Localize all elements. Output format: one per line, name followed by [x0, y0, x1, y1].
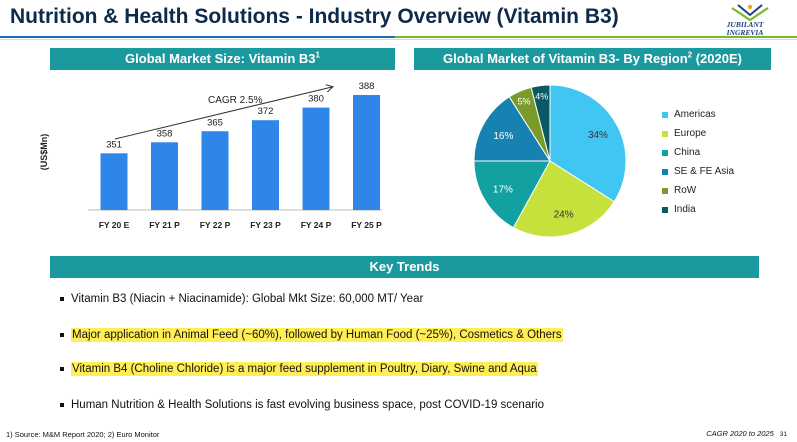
bar [151, 142, 178, 210]
legend-item: Europe [662, 124, 734, 143]
market-size-header-sup: 1 [315, 50, 320, 60]
trend-text: Vitamin B3 (Niacin + Niacinamide): Globa… [71, 293, 424, 305]
x-tick-label: FY 24 P [301, 220, 332, 230]
bullet-icon [60, 333, 64, 337]
pie-labels: 34% 24% 17% 16% 5% 4% [493, 92, 608, 221]
bar [252, 120, 279, 210]
legend-label: China [674, 147, 701, 158]
legend-swatch [662, 168, 668, 175]
pie-slice-label: 16% [493, 131, 513, 142]
footer-right: CAGR 2020 to 2025 31 [706, 429, 787, 438]
legend-swatch [662, 206, 668, 213]
legend-swatch [662, 149, 668, 156]
cagr-annotation: CAGR 2.5% [208, 95, 263, 106]
logo-line-2: INGREVIA [726, 27, 764, 37]
header-stripe-blue [0, 36, 395, 38]
bar-value-label: 372 [258, 106, 274, 117]
header-stripe-grey [0, 39, 797, 40]
bullet-icon [60, 367, 64, 371]
pie-slice [473, 160, 551, 229]
bullet-icon [60, 403, 64, 407]
pie-slice-label: 17% [493, 184, 513, 195]
bar [353, 95, 380, 210]
cagr-note: CAGR 2020 to 2025 [706, 429, 774, 438]
region-header-text: Global Market of Vitamin B3- By Region [443, 51, 688, 66]
logo-line-1: JUBILANT [726, 20, 764, 29]
legend-label: Americas [674, 109, 716, 120]
company-logo-icon [731, 4, 769, 22]
pie-slices [473, 84, 627, 238]
trend-item: Human Nutrition & Health Solutions is fa… [60, 396, 544, 414]
cagr-arrow [114, 87, 332, 140]
pie-slice [512, 160, 615, 238]
legend-label: India [674, 204, 696, 215]
market-size-bar-chart: (US$Mn) CAGR 2.5% 351 FY 20 E 358 FY 21 P 36… [39, 81, 382, 230]
trend-text: Human Nutrition & Health Solutions is fa… [71, 399, 545, 411]
pie-slice-label: 5% [518, 97, 531, 107]
page-title: Nutrition & Health Solutions - Industry … [10, 5, 619, 28]
legend-label: RoW [674, 185, 697, 196]
legend-swatch [662, 111, 668, 118]
bar [201, 131, 229, 210]
bar-value-label: 358 [157, 128, 173, 139]
pie-slice [473, 96, 551, 162]
region-header: Global Market of Vitamin B3- By Region2 … [414, 48, 771, 70]
market-size-header: Global Market Size: Vitamin B31 [50, 48, 395, 70]
legend-item: RoW [662, 181, 734, 200]
trend-item: Major application in Animal Feed (~60%),… [60, 326, 563, 344]
legend-label: SE & FE Asia [674, 166, 735, 177]
legend-item: China [662, 143, 734, 162]
bar [302, 107, 330, 210]
bar-value-label: 351 [106, 139, 122, 150]
key-trends-header: Key Trends [50, 256, 759, 278]
x-tick-label: FY 20 E [99, 220, 130, 230]
x-tick-label: FY 21 P [149, 220, 180, 230]
bar [100, 153, 128, 210]
legend-item: India [662, 200, 734, 219]
y-axis-label: (US$Mn) [39, 134, 49, 171]
pie-slice-label: 24% [554, 210, 574, 221]
trend-item: Vitamin B4 (Choline Chloride) is a major… [60, 360, 538, 378]
region-pie-chart: 34% 24% 17% 16% 5% 4% [473, 84, 627, 238]
x-tick-label: FY 22 P [200, 220, 231, 230]
region-header-suffix: (2020E) [692, 51, 742, 66]
bar-series: 351 FY 20 E 358 FY 21 P 365 FY 22 P 372 FY 23 P… [88, 81, 382, 230]
legend-item: SE & FE Asia [662, 162, 734, 181]
legend-swatch [662, 187, 668, 194]
x-tick-label: FY 25 P [351, 220, 382, 230]
pie-slice [530, 84, 551, 162]
bullet-icon [60, 297, 64, 301]
pie-slice-label: 4% [535, 92, 548, 102]
region-header-sup: 2 [687, 50, 693, 60]
pie-legend: Americas Europe China SE & FE Asia RoW India [662, 105, 734, 219]
trend-item: Vitamin B3 (Niacin + Niacinamide): Globa… [60, 290, 423, 308]
legend-swatch [662, 130, 668, 137]
pie-slice-label: 34% [588, 130, 608, 141]
page-number: 31 [779, 431, 787, 438]
company-logo-text: JUBILANT INGREVIA [700, 21, 790, 36]
bar-value-label: 380 [308, 94, 324, 105]
source-footnote: 1) Source: M&M Report 2020; 2) Euro Moni… [6, 430, 160, 439]
bar-value-label: 388 [359, 81, 375, 92]
trend-text-highlighted: Major application in Animal Feed (~60%),… [71, 328, 563, 342]
legend-label: Europe [674, 128, 707, 139]
header-stripe-green [395, 36, 797, 38]
x-tick-label: FY 23 P [250, 220, 281, 230]
market-size-header-text: Global Market Size: Vitamin B3 [125, 51, 316, 66]
bar-value-label: 365 [207, 117, 223, 128]
trend-text-highlighted: Vitamin B4 (Choline Chloride) is a major… [71, 362, 538, 376]
legend-item: Americas [662, 105, 734, 124]
